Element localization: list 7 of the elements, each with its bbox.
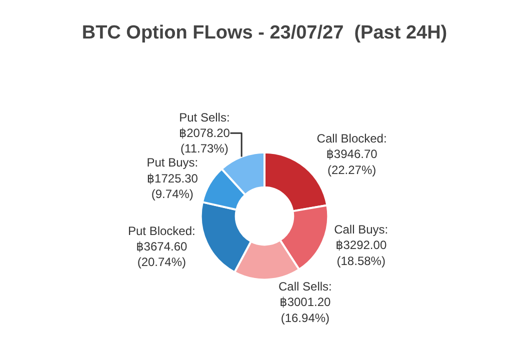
chart-title: BTC Option FLows - 23/07/27 (Past 24H) (82, 22, 448, 44)
slice-label: Call Sells: ฿3001.20 (16.94%) (278, 280, 332, 325)
slice-label: Put Sells: ฿2078.20 (11.73%) (178, 110, 230, 156)
slice-label: Put Blocked: ฿3674.60 (20.74%) (128, 224, 196, 270)
slice-label: Put Buys: ฿1725.30 (9.74%) (146, 156, 198, 201)
slice-label: Call Blocked: ฿3946.70 (22.27%) (316, 132, 387, 177)
slice-label: Call Buys: ฿3292.00 (18.58%) (334, 222, 388, 268)
